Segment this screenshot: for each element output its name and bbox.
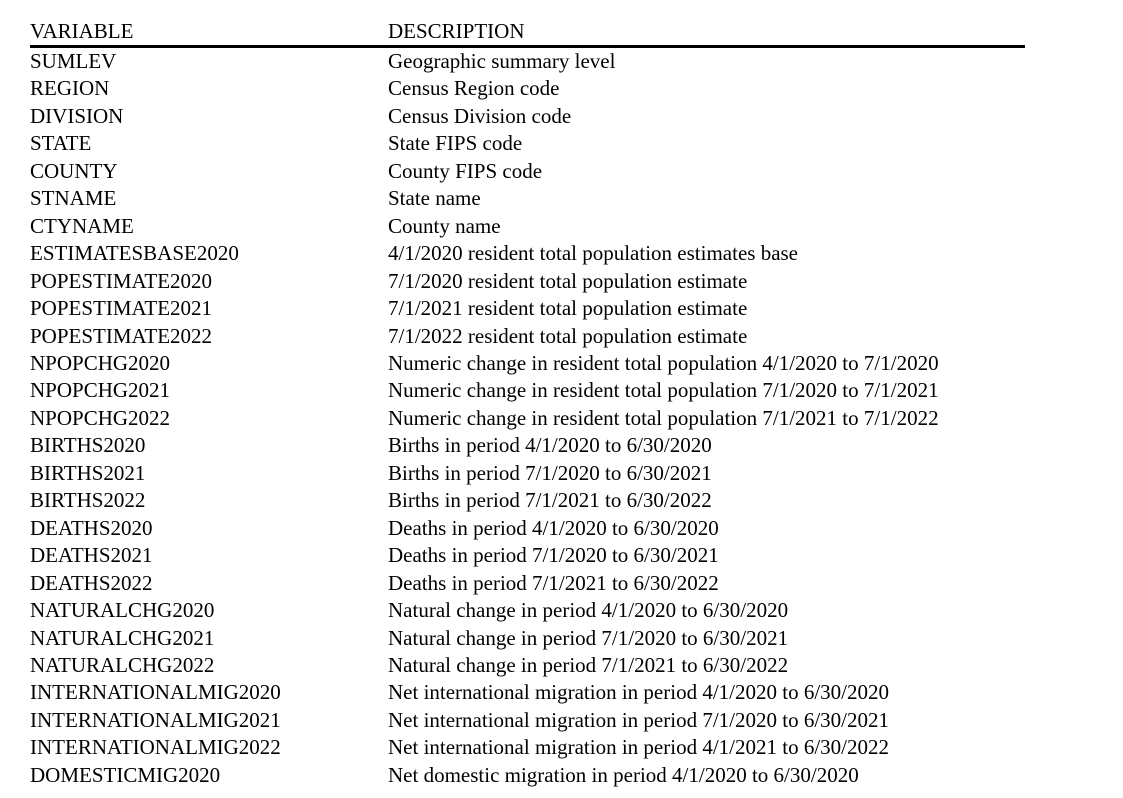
variable-name: POPESTIMATE2020 xyxy=(30,268,213,293)
variable-description: Numeric change in resident total populat… xyxy=(388,378,939,403)
variable-description: Net international migration in period 4/… xyxy=(388,735,890,760)
variable-description: Natural change in period 4/1/2020 to 6/3… xyxy=(388,598,789,623)
variable-name: ESTIMATESBASE2020 xyxy=(30,241,239,266)
variable-name: SUMLEV xyxy=(30,49,117,73)
variable-name: NPOPCHG2021 xyxy=(30,378,171,403)
table-row: CTYNAME County name xyxy=(30,213,1100,240)
table-row: NATURALCHG2022 Natural change in period … xyxy=(30,652,1100,679)
variable-name: REGION xyxy=(30,76,110,101)
table-row: DEATHS2021 Deaths in period 7/1/2020 to … xyxy=(30,542,1100,569)
table-row: BIRTHS2022 Births in period 7/1/2021 to … xyxy=(30,487,1100,514)
variable-description: 7/1/2022 resident total population estim… xyxy=(388,323,748,348)
table-row: DOMESTICMIG2020 Net domestic migration i… xyxy=(30,762,1100,789)
variable-description: Deaths in period 4/1/2020 to 6/30/2020 xyxy=(388,515,719,540)
variable-description: State FIPS code xyxy=(388,131,523,156)
table-row: DEATHS2020 Deaths in period 4/1/2020 to … xyxy=(30,515,1100,542)
table-row: INTERNATIONALMIG2022 Net international m… xyxy=(30,734,1100,761)
table-row: POPESTIMATE2020 7/1/2020 resident total … xyxy=(30,268,1100,295)
table-row: STATE State FIPS code xyxy=(30,130,1100,157)
variable-description: Deaths in period 7/1/2021 to 6/30/2022 xyxy=(388,570,719,595)
variable-description: Natural change in period 7/1/2021 to 6/3… xyxy=(388,652,789,677)
variable-description: 4/1/2020 resident total population estim… xyxy=(388,241,799,266)
variable-description: County FIPS code xyxy=(388,158,543,183)
variable-description: 7/1/2021 resident total population estim… xyxy=(388,296,748,321)
variable-description: State name xyxy=(388,186,481,211)
variable-name: INTERNATIONALMIG2022 xyxy=(30,735,281,760)
variable-name: NATURALCHG2021 xyxy=(30,625,215,650)
variable-name: NPOPCHG2020 xyxy=(30,350,171,375)
table-row: SUMLEV Geographic summary level xyxy=(30,48,1100,75)
variable-description: Numeric change in resident total populat… xyxy=(388,405,939,430)
table-row: DEATHS2022 Deaths in period 7/1/2021 to … xyxy=(30,570,1100,597)
table-row: NATURALCHG2021 Natural change in period … xyxy=(30,625,1100,652)
variable-name: STATE xyxy=(30,131,92,156)
variable-name: DEATHS2022 xyxy=(30,570,153,595)
table-row: NPOPCHG2022 Numeric change in resident t… xyxy=(30,405,1100,432)
variable-name: INTERNATIONALMIG2021 xyxy=(30,707,281,732)
variable-name: BIRTHS2021 xyxy=(30,460,146,485)
table-row: POPESTIMATE2022 7/1/2022 resident total … xyxy=(30,323,1100,350)
variable-description: Births in period 4/1/2020 to 6/30/2020 xyxy=(388,433,712,458)
variable-description: Numeric change in resident total populat… xyxy=(388,350,939,375)
variable-name: STNAME xyxy=(30,186,117,211)
variable-name: BIRTHS2022 xyxy=(30,488,146,513)
variable-name: CTYNAME xyxy=(30,213,134,238)
table-row: BIRTHS2020 Births in period 4/1/2020 to … xyxy=(30,432,1100,459)
variable-description: Census Region code xyxy=(388,76,560,101)
table-row: BIRTHS2021 Births in period 7/1/2020 to … xyxy=(30,460,1100,487)
variable-name: DIVISION xyxy=(30,103,124,128)
variable-description: Births in period 7/1/2021 to 6/30/2022 xyxy=(388,488,712,513)
variable-name: DOMESTICMIG2020 xyxy=(30,762,221,787)
table-row: POPESTIMATE2021 7/1/2021 resident total … xyxy=(30,295,1100,322)
table-header: VARIABLE DESCRIPTION xyxy=(30,19,1025,48)
variable-description: County name xyxy=(388,213,501,238)
variable-description: Deaths in period 7/1/2020 to 6/30/2021 xyxy=(388,543,719,568)
variable-name: POPESTIMATE2022 xyxy=(30,323,213,348)
variable-description: Net domestic migration in period 4/1/202… xyxy=(388,762,859,787)
table-row: INTERNATIONALMIG2020 Net international m… xyxy=(30,679,1100,706)
table-row: NPOPCHG2021 Numeric change in resident t… xyxy=(30,377,1100,404)
table-row: INTERNATIONALMIG2021 Net international m… xyxy=(30,707,1100,734)
table-row: REGION Census Region code xyxy=(30,75,1100,102)
variable-name: DEATHS2021 xyxy=(30,543,153,568)
column-header-description: DESCRIPTION xyxy=(388,19,525,43)
column-header-variable: VARIABLE xyxy=(30,19,134,43)
variable-name: NPOPCHG2022 xyxy=(30,405,171,430)
table-row: COUNTY County FIPS code xyxy=(30,158,1100,185)
variable-name: INTERNATIONALMIG2020 xyxy=(30,680,281,705)
variable-description: Geographic summary level xyxy=(388,49,616,73)
table-body: SUMLEV Geographic summary level REGION C… xyxy=(30,48,1100,789)
table-row: NATURALCHG2020 Natural change in period … xyxy=(30,597,1100,624)
variable-name: DEATHS2020 xyxy=(30,515,153,540)
variable-description: Births in period 7/1/2020 to 6/30/2021 xyxy=(388,460,712,485)
variable-name: POPESTIMATE2021 xyxy=(30,296,213,321)
variable-name: COUNTY xyxy=(30,158,118,183)
table-row: STNAME State name xyxy=(30,185,1100,212)
variable-name: BIRTHS2020 xyxy=(30,433,146,458)
variable-description: Net international migration in period 7/… xyxy=(388,707,890,732)
variable-name: NATURALCHG2022 xyxy=(30,652,215,677)
variable-description: Natural change in period 7/1/2020 to 6/3… xyxy=(388,625,789,650)
variable-name: NATURALCHG2020 xyxy=(30,598,215,623)
table-row: DIVISION Census Division code xyxy=(30,103,1100,130)
variable-description: Net international migration in period 4/… xyxy=(388,680,890,705)
variable-description: Census Division code xyxy=(388,103,572,128)
table-row: NPOPCHG2020 Numeric change in resident t… xyxy=(30,350,1100,377)
table-row: ESTIMATESBASE2020 4/1/2020 resident tota… xyxy=(30,240,1100,267)
variable-description: 7/1/2020 resident total population estim… xyxy=(388,268,748,293)
